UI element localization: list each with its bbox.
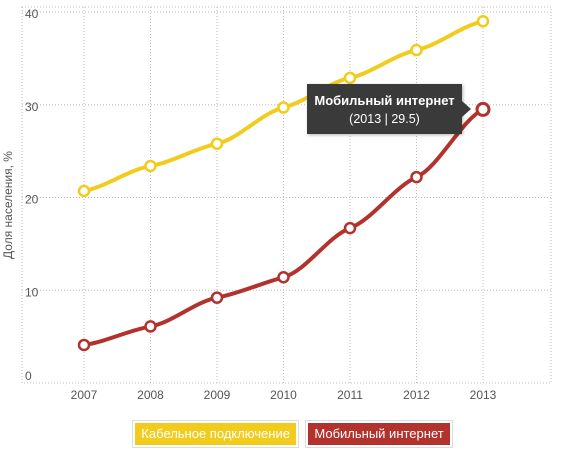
data-point[interactable] [144, 159, 157, 173]
data-point[interactable] [343, 71, 357, 85]
data-point[interactable] [210, 291, 224, 304]
legend-item-mobile[interactable]: Мобильный интернет [305, 420, 453, 448]
grid [21, 6, 552, 384]
series-line-1 [82, 107, 485, 347]
x-tick-label: 2010 [270, 388, 297, 402]
y-axis-title: Доля населения, % [1, 151, 15, 259]
legend: Кабельное подключение Мобильный интернет [0, 420, 585, 448]
tooltip-pointer [462, 101, 471, 117]
y-tick-label: 20 [25, 193, 39, 207]
axis-ticks: 2007 2008 2009 2010 2011 2012 2013 0 10 20 30 40 [25, 7, 497, 402]
x-tick-label: 2008 [137, 388, 164, 402]
series-lines [77, 15, 491, 352]
data-point[interactable] [277, 271, 290, 284]
tooltip-series-name: Мобильный интернет [314, 93, 455, 108]
data-point[interactable] [210, 137, 224, 150]
legend-item-cable[interactable]: Кабельное подключение [132, 420, 299, 448]
x-tick-label: 2007 [71, 388, 98, 402]
x-tick-label: 2013 [470, 388, 497, 402]
data-point[interactable] [475, 101, 491, 117]
x-tick-label: 2009 [204, 388, 231, 402]
tooltip-value: (2013 | 29.5) [349, 112, 420, 126]
data-point[interactable] [343, 221, 357, 235]
data-point[interactable] [410, 170, 423, 184]
plot-frame [21, 6, 552, 384]
y-tick-label: 0 [25, 369, 32, 383]
data-point[interactable] [77, 338, 91, 352]
x-tick-label: 2012 [403, 388, 430, 402]
y-tick-label: 40 [25, 7, 39, 21]
x-tick-label: 2011 [337, 388, 363, 402]
data-point[interactable] [144, 320, 157, 333]
y-tick-label: 10 [25, 285, 39, 299]
data-point[interactable] [77, 184, 91, 198]
y-tick-label: 30 [25, 100, 39, 114]
data-point[interactable] [277, 101, 290, 114]
data-tooltip: Мобильный интернет (2013 | 29.5) [307, 84, 462, 134]
data-point[interactable] [476, 15, 490, 28]
data-point[interactable] [410, 43, 423, 57]
